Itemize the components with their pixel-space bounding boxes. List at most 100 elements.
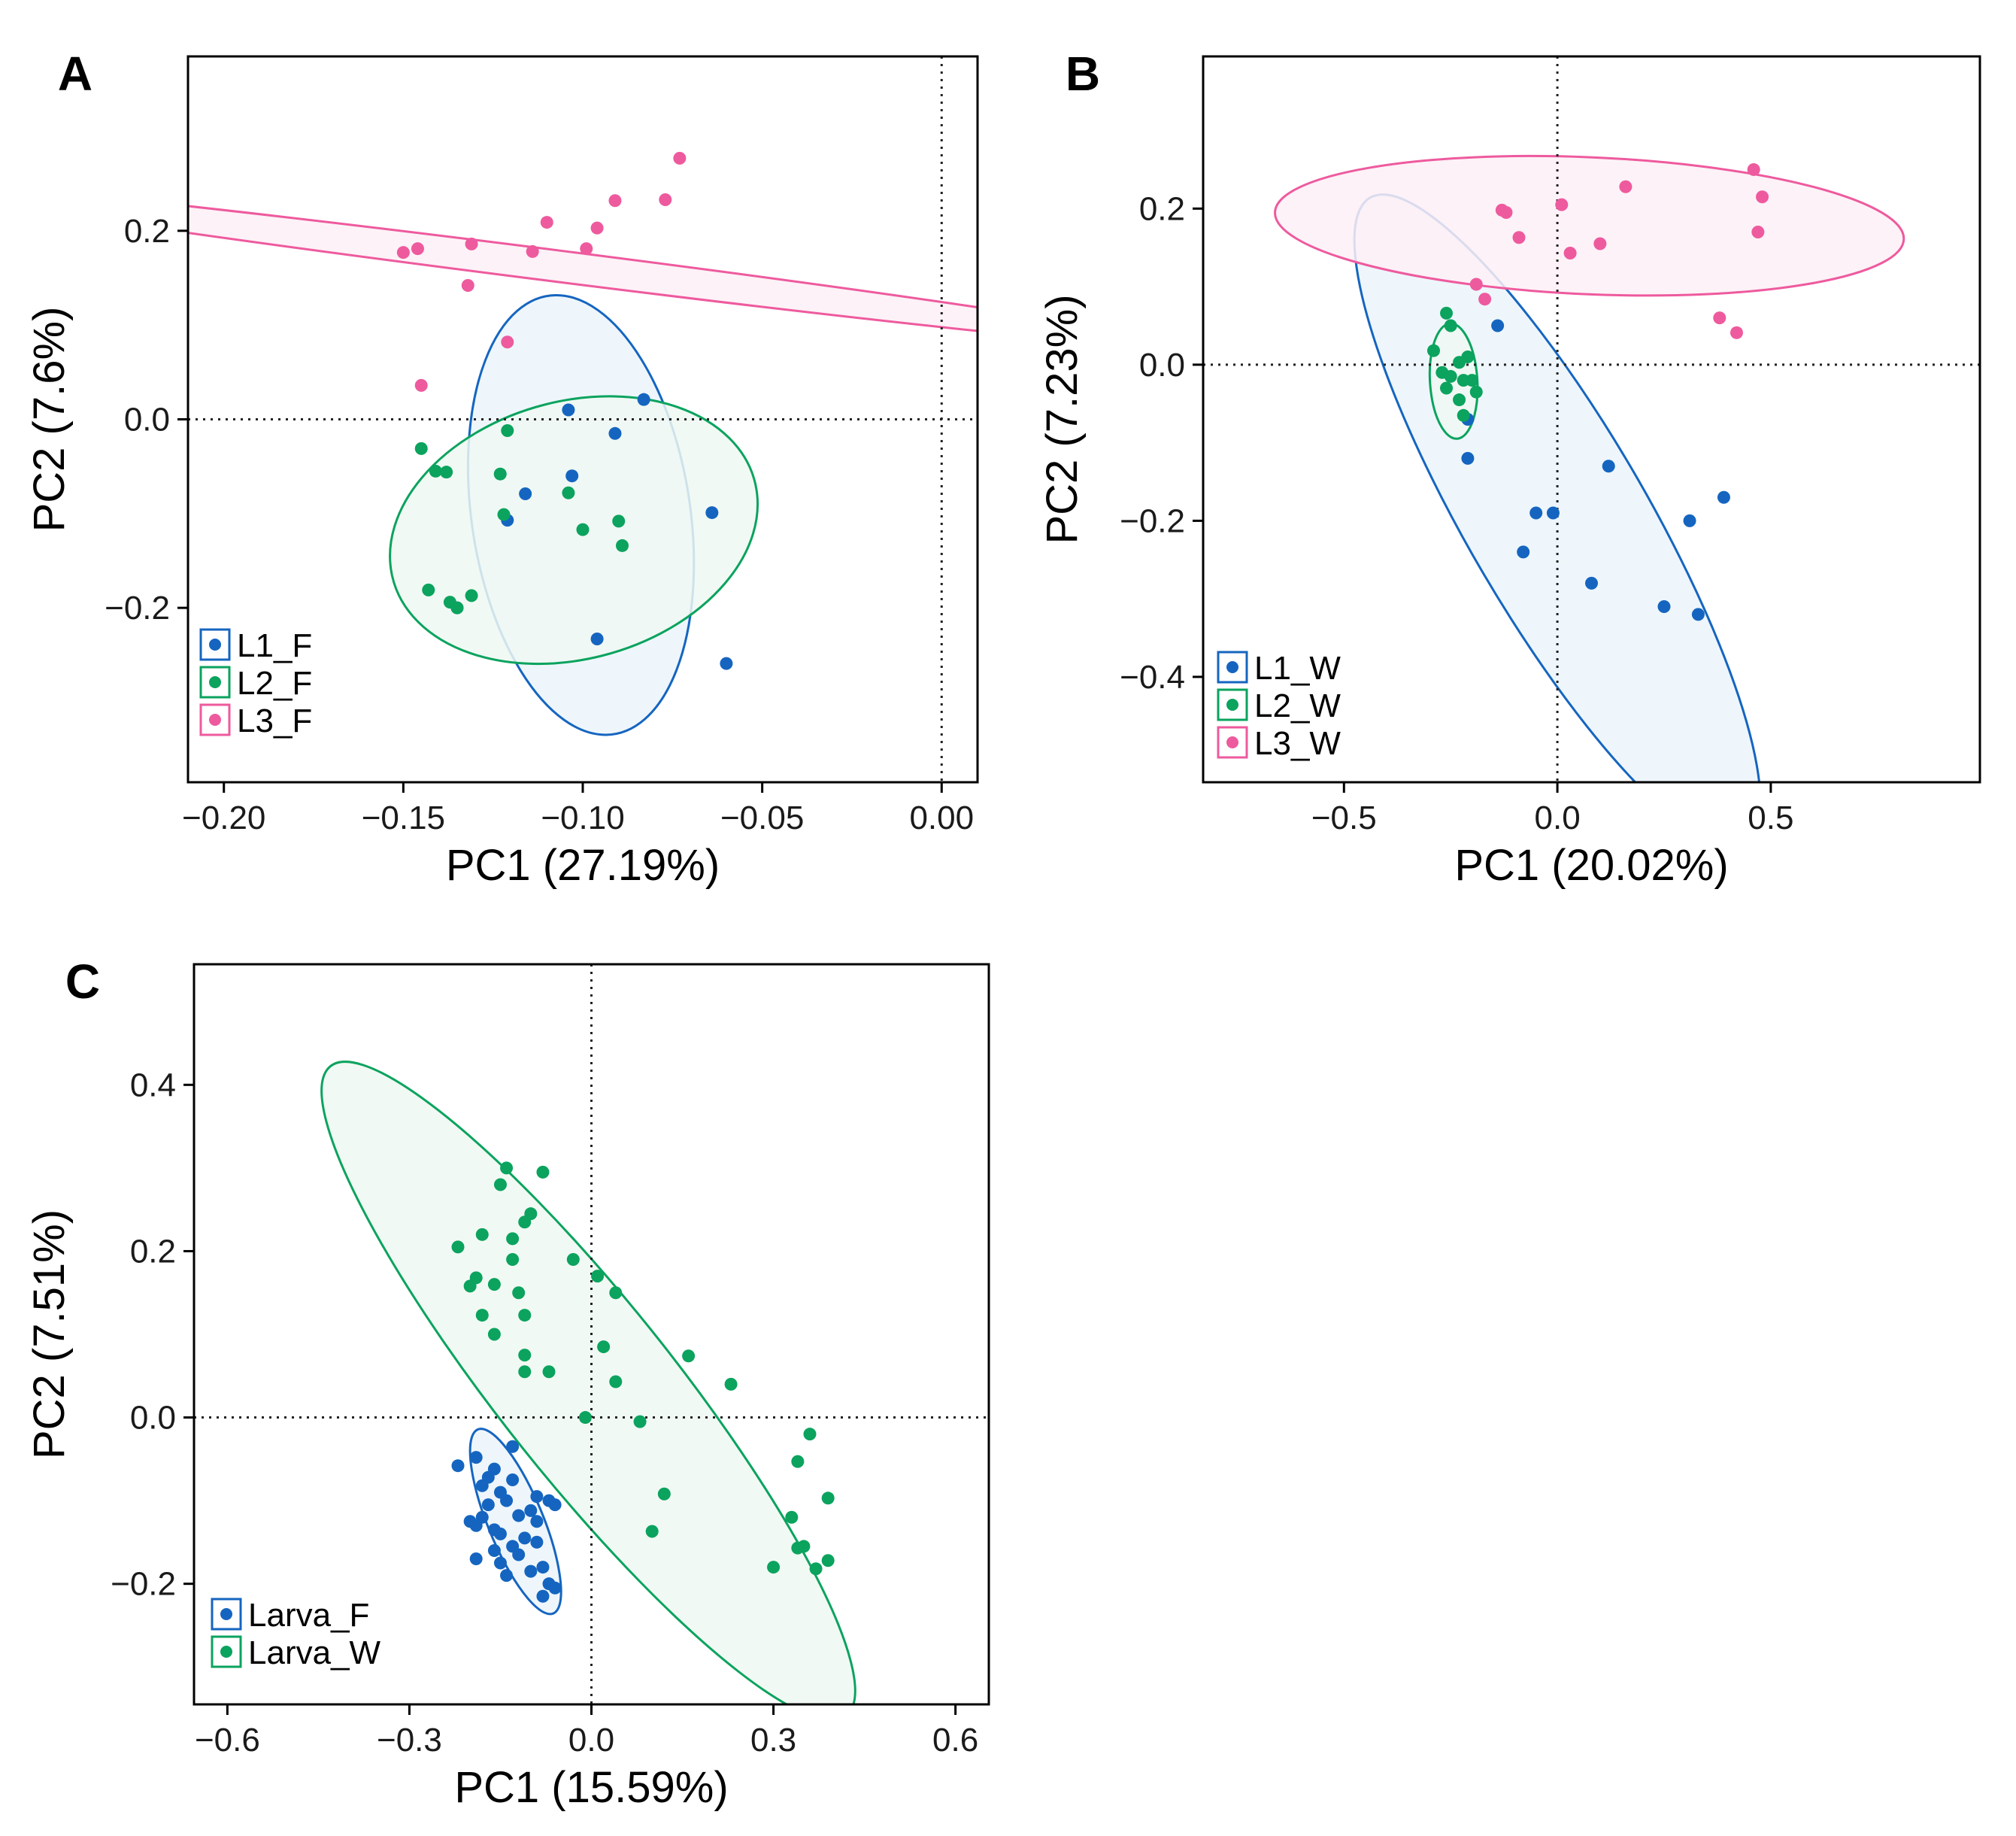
x-tick-label: 0.5 <box>1748 800 1793 836</box>
confidence-ellipse-l3-f <box>188 168 978 360</box>
data-point-larva-f <box>493 1556 507 1570</box>
data-point-larva-w <box>809 1562 823 1576</box>
plot-area <box>1203 56 1980 782</box>
data-point-larva-w <box>724 1377 738 1391</box>
data-point-larva-f <box>500 1494 514 1507</box>
data-point-l2-w <box>1440 306 1454 320</box>
data-point-l1-w <box>1546 506 1560 520</box>
data-point-larva-f <box>487 1543 501 1557</box>
data-point-larva-f <box>548 1581 562 1595</box>
legend-label: Larva_F <box>248 1597 369 1634</box>
data-point-l1-w <box>1491 319 1505 332</box>
data-point-l2-w <box>1457 408 1470 422</box>
panel-label: B <box>1066 47 1100 101</box>
legend-label: L2_F <box>237 665 312 702</box>
data-point-l2-f <box>612 514 626 528</box>
y-axis-title: PC2 (7.6%) <box>25 307 74 533</box>
data-point-larva-w <box>609 1375 623 1388</box>
legend-key-box <box>1217 726 1248 759</box>
data-point-larva-w <box>821 1554 835 1567</box>
data-point-larva-w <box>597 1340 611 1354</box>
data-point-l1-w <box>1585 576 1598 590</box>
panel-a: −0.20 −0.15 −0.10 −0.05 0.00 −0.2 0.0 0.2 PC1 (2… <box>25 47 979 890</box>
data-point-l1-w <box>1461 451 1475 465</box>
data-point-larva-w <box>803 1428 817 1441</box>
data-point-l1-f <box>565 469 579 483</box>
legend-marker <box>1226 736 1238 748</box>
data-point-l1-w <box>1602 460 1615 473</box>
data-point-larva-w <box>451 1240 465 1254</box>
panel-label: C <box>65 954 100 1009</box>
data-point-larva-w <box>566 1252 580 1266</box>
data-point-larva-w <box>633 1415 647 1428</box>
data-point-l2-w <box>1453 393 1466 407</box>
x-tick-label: −0.20 <box>182 800 265 836</box>
data-point-l1-f <box>562 403 575 417</box>
data-point-l3-f <box>608 194 622 208</box>
data-point-l2-f <box>616 539 629 552</box>
legend-key-box <box>211 1598 242 1631</box>
y-tick-label: 0.0 <box>1139 347 1185 384</box>
data-point-larva-w <box>609 1286 623 1300</box>
x-tick-label: −0.5 <box>1311 800 1377 836</box>
y-tick-label: −0.2 <box>111 1566 176 1603</box>
data-point-larva-w <box>518 1309 532 1322</box>
plot-frame <box>1202 55 1981 784</box>
data-point-larva-w <box>657 1487 671 1501</box>
data-point-l1-f <box>705 506 719 520</box>
data-point-larva-w <box>493 1178 507 1191</box>
data-point-larva-w <box>487 1278 501 1291</box>
data-point-l2-w <box>1466 374 1479 387</box>
y-tick-label: 0.0 <box>124 402 170 439</box>
data-point-l3-f <box>461 279 474 293</box>
data-point-larva-f <box>530 1515 544 1528</box>
data-point-larva-f <box>512 1509 526 1522</box>
data-point-l2-f <box>562 486 575 499</box>
panel-label: A <box>58 47 92 101</box>
data-point-larva-f <box>548 1498 562 1512</box>
legend: L1_WL2_WL3_W <box>1217 650 1341 762</box>
data-point-l3-f <box>526 244 539 258</box>
data-point-l2-w <box>1426 344 1440 357</box>
data-point-l2-f <box>414 442 428 455</box>
data-point-l3-f <box>580 242 593 256</box>
legend-marker <box>1226 661 1238 673</box>
legend-label: L1_F <box>237 627 312 664</box>
data-point-larva-f <box>524 1504 538 1517</box>
data-point-l3-w <box>1469 278 1483 291</box>
data-point-l3-w <box>1619 180 1633 193</box>
legend-marker <box>220 1646 232 1658</box>
legend-label: L3_F <box>237 703 312 739</box>
data-point-l2-f <box>422 583 435 596</box>
data-point-larva-w <box>506 1252 520 1266</box>
data-point-larva-w <box>785 1510 799 1524</box>
data-point-l1-f <box>608 426 622 440</box>
data-point-l3-w <box>1730 326 1743 339</box>
data-point-l3-w <box>1512 231 1526 244</box>
data-point-l2-f <box>450 601 464 615</box>
legend-marker <box>209 676 221 688</box>
data-point-l3-f <box>411 242 424 256</box>
x-tick-label: 0.00 <box>909 800 974 836</box>
data-point-l3-f <box>501 335 514 349</box>
data-point-l3-f <box>414 378 428 392</box>
data-point-l2-f <box>501 424 514 438</box>
data-point-l3-w <box>1555 198 1569 211</box>
data-point-l1-w <box>1691 608 1705 621</box>
data-point-l2-w <box>1444 319 1457 332</box>
data-point-larva-f <box>536 1561 550 1574</box>
data-point-l2-f <box>497 508 511 521</box>
data-point-l1-w <box>1517 545 1530 559</box>
legend-label: Larva_W <box>248 1634 381 1671</box>
confidence-ellipse-larva-w <box>277 994 901 1704</box>
data-point-larva-f <box>506 1473 520 1486</box>
data-point-l3-w <box>1747 162 1760 176</box>
data-point-l1-w <box>1657 600 1671 614</box>
data-point-larva-f <box>469 1552 483 1566</box>
data-point-l1-w <box>1717 490 1730 504</box>
data-point-larva-f <box>530 1535 544 1549</box>
data-point-larva-w <box>487 1328 501 1341</box>
data-point-l3-f <box>659 193 672 206</box>
data-point-larva-w <box>512 1286 526 1300</box>
